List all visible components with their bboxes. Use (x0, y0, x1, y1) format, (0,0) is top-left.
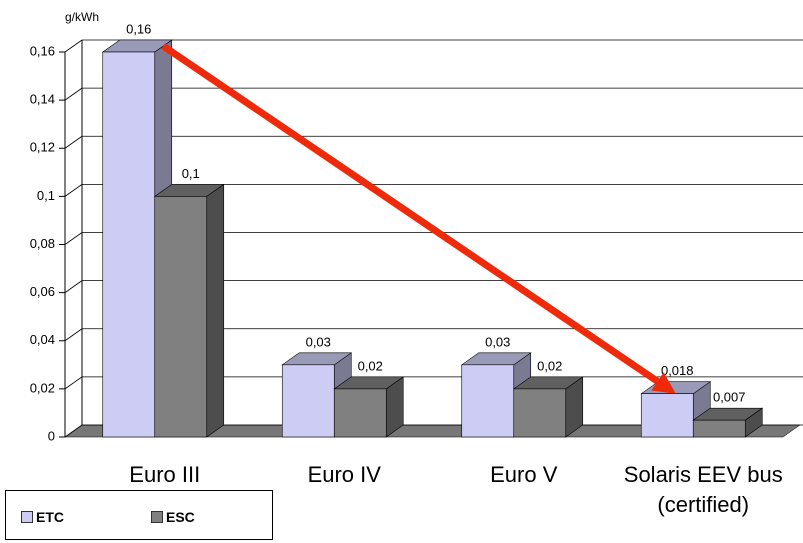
bar (692, 407, 764, 438)
arrow (161, 43, 660, 385)
value-label: 0,03 (485, 334, 510, 349)
y-tick-label: 0 (48, 428, 55, 443)
value-label: 0,1 (182, 166, 200, 181)
bar-front (461, 364, 515, 438)
y-tick-label: 0,02 (30, 380, 55, 395)
y-axis-label: g/kWh (65, 10, 99, 24)
grid-diag (64, 87, 83, 101)
legend: ETC ESC (5, 490, 273, 540)
value-label: 0,007 (713, 390, 746, 405)
bar (640, 381, 712, 438)
value-label: 0,16 (126, 21, 151, 36)
bar (512, 376, 584, 438)
value-label: 0,02 (358, 358, 383, 373)
value-label: 0,018 (661, 363, 694, 378)
y-tick-label: 0,04 (30, 332, 55, 347)
x-tick-label: Euro IV (307, 462, 381, 487)
grid-diag (64, 135, 83, 149)
bar-front (692, 419, 746, 438)
x-tick-label: Solaris EEV bus (certified) (623, 462, 783, 517)
bar-front (102, 51, 156, 438)
grid-diag (64, 280, 83, 293)
grid-diag (64, 424, 83, 438)
y-tick-label: 0,08 (30, 236, 55, 251)
bar-front (513, 388, 567, 438)
grid-diag (64, 328, 83, 342)
bar-front (640, 393, 694, 438)
x-tick-label: Euro III (129, 462, 201, 487)
y-tick-label: 0,12 (30, 140, 55, 155)
legend-entry: ETC (21, 509, 64, 525)
legend-entry: ESC (151, 509, 195, 525)
y-tick-label: 0,14 (30, 92, 55, 107)
value-label: 0,02 (537, 358, 562, 373)
bar-front (333, 388, 387, 438)
grid-diag (64, 232, 83, 245)
bar-side (206, 183, 225, 438)
grid-diag (64, 184, 83, 197)
bar-front (154, 196, 208, 438)
bar (333, 376, 405, 438)
x-tick-label: Euro V (490, 462, 558, 487)
legend-swatch (151, 511, 163, 523)
bar (153, 183, 225, 438)
grid-diag (64, 376, 83, 390)
y-tick-label: 0,16 (30, 43, 55, 58)
arrow-head (651, 372, 676, 394)
legend-label: ETC (36, 509, 64, 525)
y-tick-label: 0,1 (37, 188, 55, 203)
legend-swatch (21, 511, 33, 523)
value-label: 0,03 (306, 334, 331, 349)
legend-label: ESC (166, 509, 195, 525)
bar-front (281, 364, 335, 438)
grid-diag (64, 39, 83, 53)
y-tick-label: 0,06 (30, 284, 55, 299)
